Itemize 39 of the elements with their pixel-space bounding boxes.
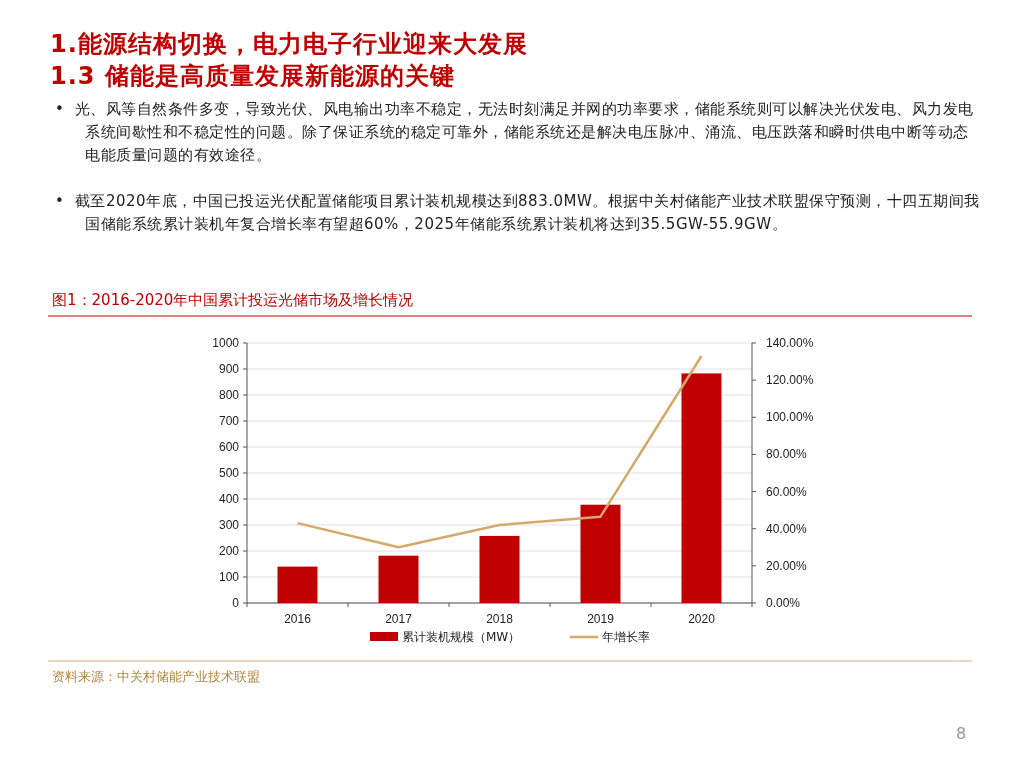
text: 资料来源：中关村储能产业技术联盟 [52,668,260,686]
text: • 截至2020年底，中国已投运光伏配置储能项目累计装机规模达到883.0MW。根据中关村储能产业技术联盟保守预测，十四五期间我国储能系统累计装机年复合增长率有望超60%，2025年储能系统累计装机将达到35.5GW-55.9GW。 [55,191,980,235]
y-tick-label: 400 [218,492,240,506]
y-tick-label: 900 [218,362,240,376]
y2-tick-label: 0.00% [766,596,801,610]
x-tick-label: 2020 [688,612,716,626]
x-tick-label: 2016 [284,612,312,626]
y-tick-label: 600 [218,440,240,454]
x-tick-label: 2018 [486,612,514,626]
y2-tick-label: 60.00% [766,484,808,499]
y-tick-label: 700 [218,414,240,428]
text: 8 [956,724,967,743]
x-tick-label: 2017 [385,612,413,626]
y-tick-label: 100 [218,570,240,584]
bar [479,535,520,603]
y-tick-label: 200 [218,544,240,558]
chart-subtitle: 1.3 储能是高质量发展新能源的关键 [50,61,455,92]
y-tick-label: 1000 [212,336,240,350]
bar [277,566,318,603]
legend-label: 年增长率 [602,630,650,644]
line-series [296,354,703,549]
y2-tick-label: 140.00% [766,336,814,350]
y-tick-label: 300 [218,518,240,532]
y2-tick-label: 120.00% [766,373,814,388]
legend-label: 累计装机规模（MW） [402,630,521,644]
text: • 光、风等自然条件多变，导致光伏、风电输出功率不稳定，无法时刻满足并网的功率要求，储能系统则可以解决光伏发电、风力发电系统间歇性和不稳定性的问题。除了保证系统的稳定可靠外，储能系统还是解决电压脉冲、涌流、电压跌落和瞬时供电中断等动态电能质量问题的有效途径。 [55,99,975,166]
y2-tick-label: 40.00% [766,521,808,536]
caption: 图1：2016-2020年中国累计投运光储市场及增长情况 [52,291,414,310]
y2-tick-label: 80.00% [766,447,808,462]
bar [580,504,621,603]
y2-tick-label: 20.00% [766,558,808,573]
x-tick-label: 2019 [587,612,615,626]
bar [681,373,722,603]
bar [378,555,419,603]
chart-title: 1.能源结构切换，电力电子行业迎来大发展 [50,29,528,60]
y2-tick-label: 100.00% [766,410,814,425]
y-tick-label: 500 [218,466,240,480]
y-tick-label: 0 [232,596,240,610]
y-tick-label: 800 [218,388,240,402]
